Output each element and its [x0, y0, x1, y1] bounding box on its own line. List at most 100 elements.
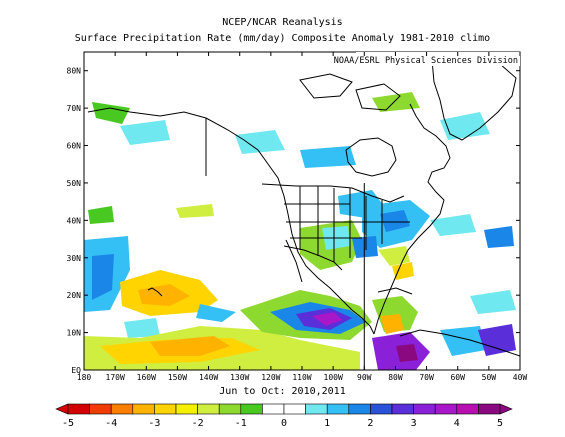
colorbar-label: 3	[411, 418, 417, 429]
anomaly-patch	[484, 226, 514, 248]
south-america-outline	[399, 329, 520, 357]
anomaly-patch	[120, 120, 170, 145]
lat-label: 10N	[67, 329, 82, 338]
colorbar-swatch	[175, 403, 198, 415]
lon-label: 170W	[106, 373, 125, 382]
arctic-islands-outline	[355, 83, 401, 111]
lon-label: 60W	[450, 373, 465, 382]
latitude-axis: 80N 70N 60N 50N 40N 30N 20N 10N EQ	[67, 67, 520, 375]
us-mexico-border	[283, 245, 343, 271]
colorbar-swatch	[456, 403, 479, 415]
anomaly-patch	[176, 204, 214, 218]
lon-label: 90W	[357, 373, 372, 382]
anomaly-patch	[470, 290, 516, 314]
anomaly-patch	[352, 236, 378, 258]
colorbar-arrow-high	[499, 403, 513, 415]
hudson-bay-outline	[345, 137, 397, 177]
anomaly-patch	[396, 344, 418, 362]
colorbar-label: 1	[324, 418, 330, 429]
anomaly-patch	[235, 130, 285, 154]
colorbar-swatch	[262, 403, 285, 415]
lat-label: EQ	[71, 366, 81, 375]
anomaly-patch	[372, 92, 420, 112]
longitude-axis: 180 170W 160W 150W 140W 130W 120W 110W 100W 90W 80…	[77, 52, 527, 382]
colorbar-arrow-low	[55, 403, 69, 415]
colorbar-swatch	[434, 403, 458, 415]
lon-label: 140W	[199, 373, 218, 382]
lon-label: 180	[77, 373, 92, 382]
lon-label: 120W	[261, 373, 280, 382]
north-america-outline	[87, 107, 375, 335]
anomaly-patch	[92, 102, 130, 124]
colorbar-label: -3	[148, 418, 160, 429]
lon-label: 70W	[419, 373, 434, 382]
coastlines	[87, 55, 520, 357]
colorbar-label: 2	[367, 418, 373, 429]
lon-label: 160W	[137, 373, 156, 382]
credit-box	[356, 52, 520, 66]
lat-label: 50N	[67, 179, 82, 188]
lat-label: 70N	[67, 104, 82, 113]
colorbar-swatch	[197, 403, 220, 415]
colorbar-swatch	[326, 403, 350, 415]
colorbar-swatch	[110, 403, 134, 415]
anomaly-patch	[380, 314, 404, 334]
lon-label: 130W	[230, 373, 249, 382]
colorbar-swatch	[240, 403, 263, 415]
colorbar-label: 5	[497, 418, 503, 429]
anomaly-field	[84, 92, 516, 370]
colorbar-label: -4	[105, 418, 117, 429]
anomaly-patch	[138, 284, 190, 306]
colorbar-swatch	[89, 403, 112, 415]
lon-label: 150W	[168, 373, 187, 382]
colorbar-swatch	[132, 403, 155, 415]
anomaly-patch	[392, 262, 414, 280]
lon-label: 80W	[388, 373, 403, 382]
colorbar-label: 0	[281, 418, 287, 429]
lat-label: 60N	[67, 142, 82, 151]
credit-text: NOAA/ESRL Physical Sciences Division	[334, 56, 518, 66]
colorbar-swatch	[218, 403, 242, 415]
arctic-islands-outline	[299, 73, 353, 99]
anomaly-patch	[196, 304, 236, 322]
colorbar-swatch	[67, 403, 90, 415]
lat-label: 80N	[67, 67, 82, 76]
anomaly-patch	[440, 112, 490, 140]
hawaii-outline	[147, 287, 163, 297]
lat-label: 20N	[67, 291, 82, 300]
chart-title: NCEP/NCAR Reanalysis	[222, 17, 343, 28]
colorbar-swatch	[370, 403, 393, 415]
colorbar: -5 -4 -3 -2 -1 0 1 2 3 4 5	[55, 403, 513, 429]
colorbar-label: 4	[454, 418, 460, 429]
lon-label: 50W	[482, 373, 497, 382]
colorbar-swatch	[348, 403, 371, 415]
lat-label: 40N	[67, 216, 82, 225]
anomaly-patch	[88, 206, 114, 224]
anomaly-patch	[124, 318, 160, 338]
colorbar-swatch	[283, 403, 306, 415]
anomaly-patch	[430, 214, 476, 236]
lat-label: 30N	[67, 254, 82, 263]
us-canada-border	[261, 183, 405, 203]
anomaly-patch	[478, 324, 516, 356]
anomaly-patch	[300, 146, 356, 168]
anomaly-patch	[440, 326, 486, 356]
colorbar-label: -5	[62, 418, 74, 429]
lon-label: 100W	[324, 373, 343, 382]
chart-subtitle: Surface Precipitation Rate (mm/day) Comp…	[74, 33, 491, 44]
colorbar-swatch	[154, 403, 177, 415]
colorbar-label: -1	[235, 418, 247, 429]
anomaly-patch	[312, 312, 342, 326]
east-coast-outline	[373, 103, 451, 335]
anomaly-patch	[150, 336, 230, 356]
colorbar-swatch	[391, 403, 414, 415]
colorbar-swatch	[413, 403, 436, 415]
anomaly-patch	[92, 254, 114, 300]
cuba-outline	[377, 287, 413, 295]
lon-label: 110W	[292, 373, 311, 382]
colorbar-swatch	[478, 403, 501, 415]
anomaly-patch	[380, 210, 410, 232]
time-period-caption: Jun to Oct: 2010,2011	[219, 386, 346, 397]
colorbar-swatch	[305, 403, 328, 415]
